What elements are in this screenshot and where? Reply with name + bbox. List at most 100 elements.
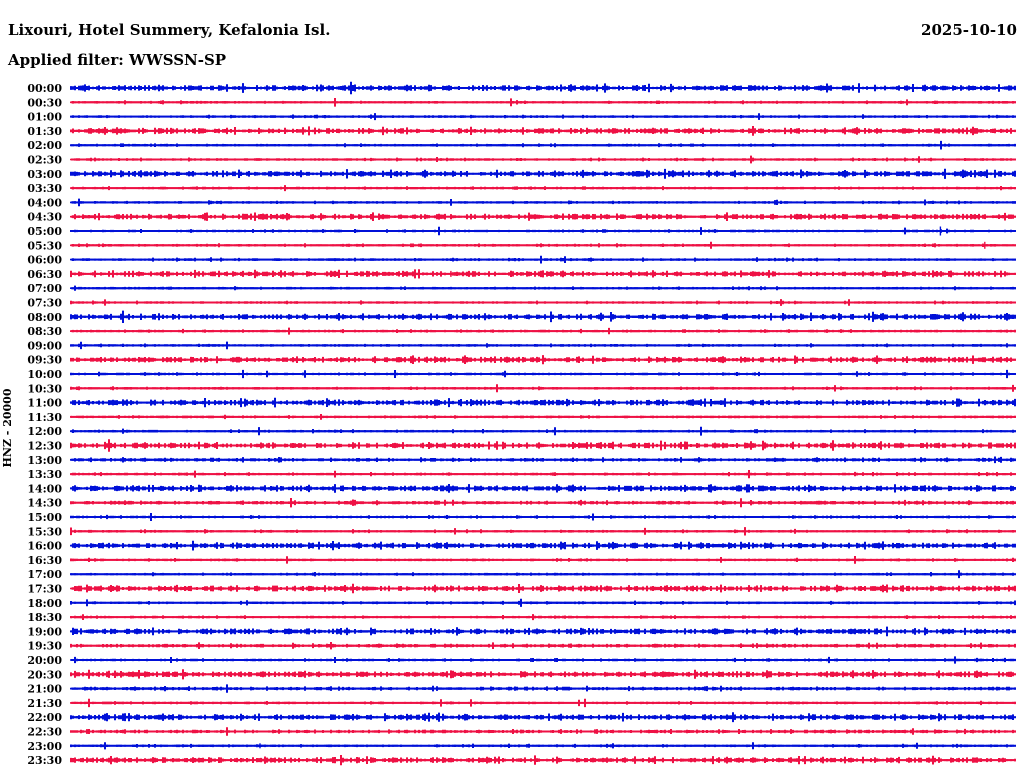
trace-time-label: 02:30 (27, 154, 62, 167)
trace-time-label: 20:00 (27, 654, 62, 667)
trace-time-label: 21:00 (27, 683, 62, 696)
trace-noise-band (70, 742, 1016, 750)
trace-time-label: 16:30 (27, 554, 62, 567)
trace-noise-band (70, 226, 1016, 236)
trace-noise-band (70, 384, 1016, 393)
trace-time-label: 12:30 (27, 440, 62, 453)
trace-noise-band (70, 626, 1016, 637)
trace-time-label: 08:30 (27, 325, 62, 338)
trace-noise-band (70, 126, 1016, 136)
trace-time-label: 01:00 (27, 111, 62, 124)
trace-time-label: 07:30 (27, 297, 62, 310)
trace-time-label: 07:00 (27, 282, 62, 295)
trace-noise-band (70, 570, 1016, 579)
trace-time-label: 10:30 (27, 382, 62, 395)
trace-time-label: 11:00 (27, 397, 62, 410)
trace-noise-band (70, 198, 1016, 207)
trace-noise-band (70, 470, 1016, 479)
trace-time-label: 23:30 (27, 754, 62, 767)
trace-time-label: 19:30 (27, 640, 62, 653)
trace-noise-band (70, 684, 1016, 693)
trace-time-label: 12:00 (27, 425, 62, 438)
trace-noise-band (70, 140, 1016, 150)
trace-time-label: 19:00 (27, 625, 62, 638)
trace-noise-band (70, 456, 1016, 464)
trace-noise-band (70, 397, 1016, 408)
trace-time-label: 04:30 (27, 211, 62, 224)
trace-noise-band (70, 255, 1016, 264)
trace-time-label: 15:00 (27, 511, 62, 524)
trace-noise-band (70, 355, 1016, 365)
trace-noise-band (70, 285, 1016, 291)
trace-noise-band (70, 513, 1016, 521)
trace-time-label: 02:00 (27, 139, 62, 152)
trace-time-label: 14:00 (27, 482, 62, 495)
trace-noise-band (70, 614, 1016, 621)
trace-noise-band (70, 299, 1016, 306)
trace-time-label: 22:30 (27, 726, 62, 739)
station-title: Lixouri, Hotel Summery, Kefalonia Isl. (8, 21, 331, 39)
trace-noise-band (70, 310, 1016, 323)
trace-noise-band (70, 598, 1016, 607)
trace-noise-band (70, 484, 1016, 493)
record-date: 2025-10-10 (921, 21, 1017, 39)
trace-time-label: 00:00 (27, 82, 62, 95)
trace-time-label: 13:00 (27, 454, 62, 467)
trace-noise-band (70, 669, 1016, 680)
trace-time-label: 14:30 (27, 497, 62, 510)
trace-time-label: 17:30 (27, 583, 62, 596)
trace-noise-band (70, 656, 1016, 664)
trace-time-label: 18:00 (27, 597, 62, 610)
trace-time-label: 04:00 (27, 196, 62, 209)
trace-time-label: 08:00 (27, 311, 62, 324)
trace-noise-band (70, 212, 1016, 221)
trace-noise-band (70, 642, 1016, 650)
applied-filter-label: Applied filter: WWSSN-SP (8, 51, 227, 69)
trace-noise-band (70, 168, 1016, 179)
trace-time-label: 03:30 (27, 182, 62, 195)
trace-noise-band (70, 113, 1016, 121)
trace-time-label: 17:00 (27, 568, 62, 581)
trace-noise-band (70, 81, 1016, 95)
trace-noise-band (70, 540, 1016, 551)
trace-noise-band (70, 327, 1016, 335)
trace-noise-band (70, 241, 1016, 249)
trace-time-label: 03:00 (27, 168, 62, 181)
trace-time-label: 18:30 (27, 611, 62, 624)
trace-noise-band (70, 439, 1016, 452)
trace-noise-band (70, 426, 1016, 436)
trace-time-label: 22:00 (27, 711, 62, 724)
trace-time-label: 16:00 (27, 540, 62, 553)
trace-time-label: 09:00 (27, 339, 62, 352)
trace-noise-band (70, 269, 1016, 279)
trace-time-label: 10:00 (27, 368, 62, 381)
trace-time-label: 21:30 (27, 697, 62, 710)
trace-time-label: 11:30 (27, 411, 62, 424)
trace-time-label: 06:30 (27, 268, 62, 281)
trace-noise-band (70, 98, 1016, 107)
trace-noise-band (70, 527, 1016, 536)
trace-noise-band (70, 414, 1016, 420)
trace-noise-band (70, 556, 1016, 564)
trace-time-label: 05:30 (27, 239, 62, 252)
trace-noise-band (70, 712, 1016, 723)
trace-time-label: 13:30 (27, 468, 62, 481)
trace-noise-band (70, 583, 1016, 594)
trace-noise-band (70, 155, 1016, 164)
trace-noise-band (70, 755, 1016, 766)
trace-time-label: 15:30 (27, 525, 62, 538)
trace-time-label: 06:00 (27, 254, 62, 267)
trace-noise-band (70, 727, 1016, 736)
trace-time-label: 00:30 (27, 96, 62, 109)
trace-noise-band (70, 185, 1016, 192)
trace-noise-band (70, 698, 1016, 708)
trace-noise-band (70, 341, 1016, 350)
trace-time-label: 23:00 (27, 740, 62, 753)
trace-time-label: 09:30 (27, 354, 62, 367)
trace-noise-band (70, 498, 1016, 508)
trace-time-label: 20:30 (27, 668, 62, 681)
trace-time-label: 01:30 (27, 125, 62, 138)
trace-noise-band (70, 369, 1016, 379)
